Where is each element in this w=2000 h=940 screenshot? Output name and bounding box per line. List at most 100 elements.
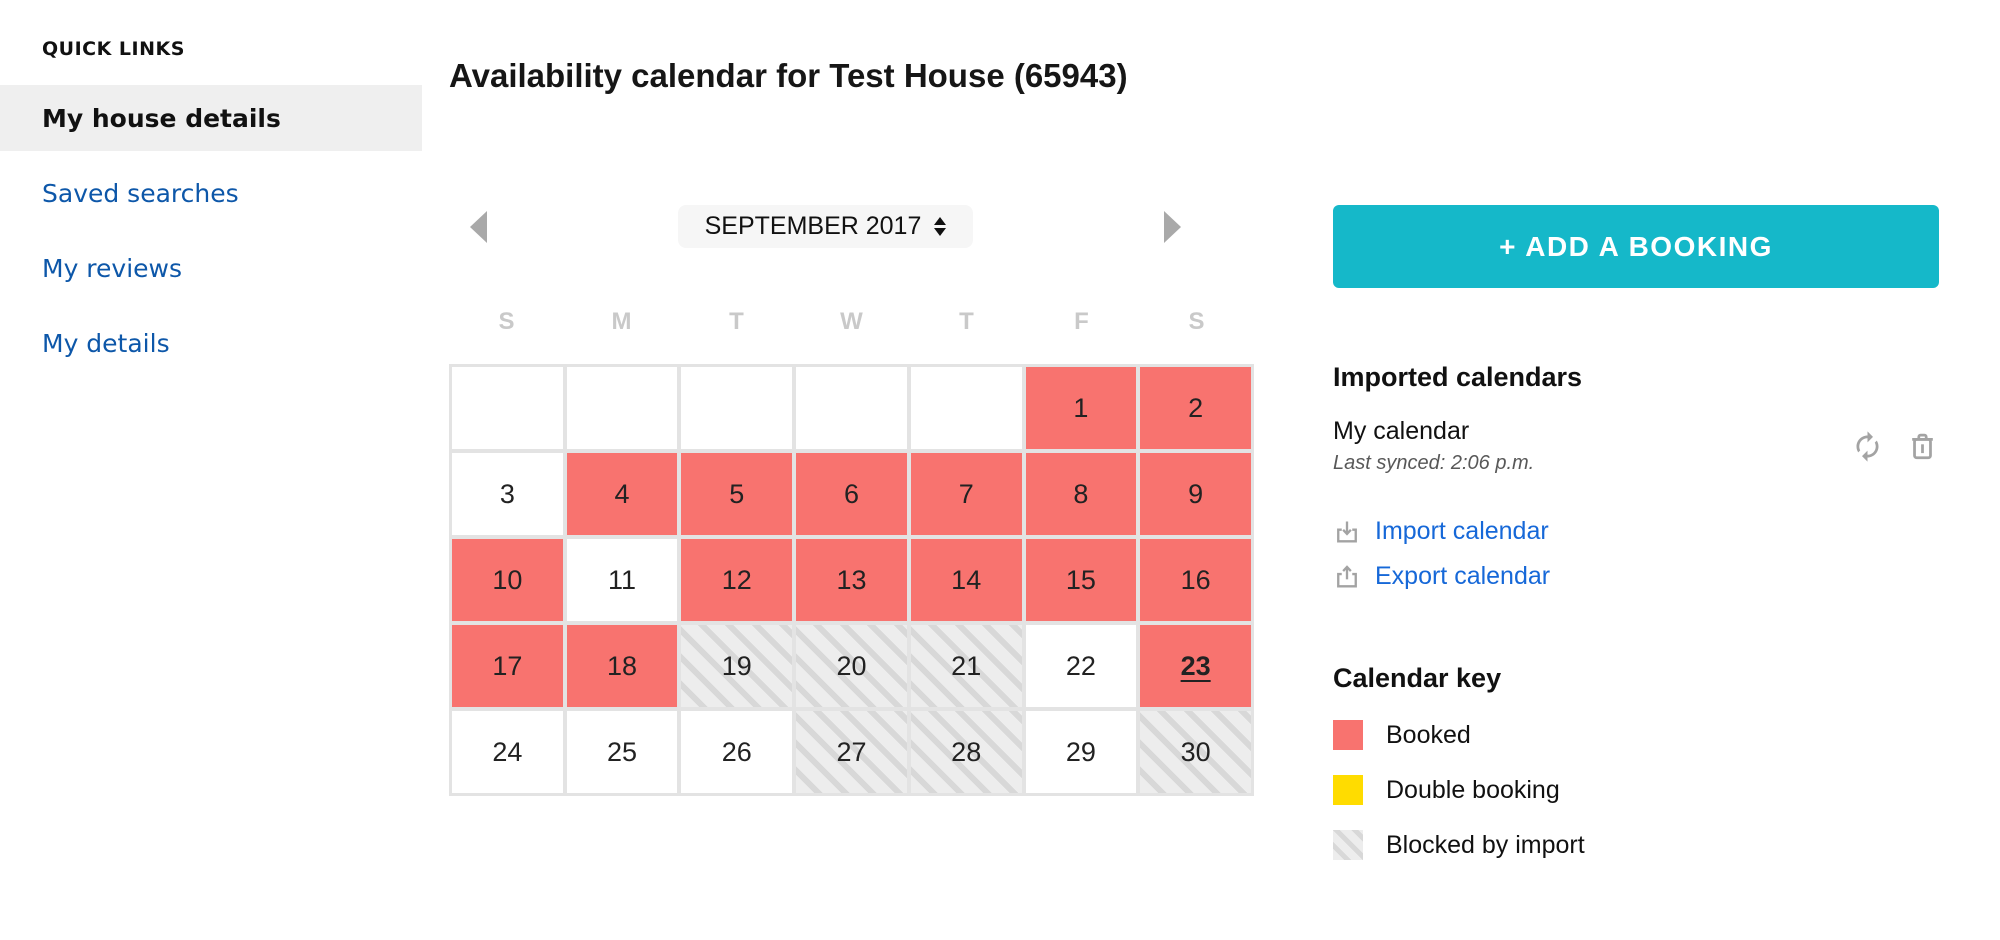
day-number: 22 <box>1065 650 1096 681</box>
calendar-day-8[interactable]: 8 <box>1025 453 1137 535</box>
day-number: 23 <box>1180 650 1211 681</box>
calendar-day-30[interactable]: 30 <box>1140 711 1251 793</box>
export-icon <box>1333 563 1361 591</box>
calendar-day-18[interactable]: 18 <box>566 625 678 707</box>
day-number: 9 <box>1188 478 1204 509</box>
day-header: S <box>1188 308 1205 335</box>
day-number: 19 <box>721 650 752 681</box>
next-month-icon[interactable] <box>1164 210 1181 243</box>
calendar-day-17[interactable]: 17 <box>452 625 563 707</box>
calendar-day-12[interactable]: 12 <box>681 539 793 621</box>
import-icon <box>1333 518 1361 546</box>
imported-calendar-last-synced: Last synced: 2:06 p.m. <box>1333 452 1535 474</box>
day-number: 3 <box>499 478 515 509</box>
calendar-day-26[interactable]: 26 <box>681 711 793 793</box>
calendar-day-22[interactable]: 22 <box>1025 625 1137 707</box>
import-calendar-label: Import calendar <box>1375 517 1549 545</box>
calendar-day-27[interactable]: 27 <box>796 711 907 793</box>
day-number: 17 <box>492 650 523 681</box>
day-header: S <box>498 308 515 335</box>
day-number: 16 <box>1180 564 1211 595</box>
imported-calendars-heading: Imported calendars <box>1333 362 1583 392</box>
sidebar: QUICK LINKS My house details Saved search… <box>0 0 422 885</box>
calendar-day-25[interactable]: 25 <box>566 711 678 793</box>
calendar-day-20[interactable]: 20 <box>796 625 907 707</box>
key-label: Double booking <box>1386 775 1560 804</box>
sync-icon[interactable] <box>1851 430 1884 463</box>
day-header: W <box>840 308 863 335</box>
calendar-day-1[interactable]: 1 <box>1025 367 1137 449</box>
calendar-day-16[interactable]: 16 <box>1140 539 1251 621</box>
sidebar-item-my-reviews[interactable]: My reviews <box>42 253 183 283</box>
calendar-day-24[interactable]: 24 <box>452 711 563 793</box>
calendar-day-13[interactable]: 13 <box>796 539 907 621</box>
calendar-blank-cell <box>681 367 793 449</box>
page-title: Availability calendar for Test House (65… <box>449 57 1128 94</box>
day-header: M <box>611 308 632 335</box>
main-content: Availability calendar for Test House (65… <box>422 0 2000 885</box>
sidebar-item-saved-searches[interactable]: Saved searches <box>42 178 239 208</box>
calendar-day-23[interactable]: 23 <box>1140 625 1251 707</box>
day-number: 11 <box>608 564 637 595</box>
calendar-day-7[interactable]: 7 <box>910 453 1022 535</box>
key-label: Blocked by import <box>1386 830 1585 859</box>
key-swatch-booked <box>1333 720 1363 750</box>
calendar-day-9[interactable]: 9 <box>1140 453 1251 535</box>
select-spinner-icon <box>934 217 947 236</box>
calendar-io-links: Import calendar Export calendar <box>1333 517 1939 591</box>
calendar-grid: 1 2 3 4 5 6 7 8 9 10 11 12 13 14 15 16 17 18 19 20 21 22 23 24 2… <box>449 364 1254 796</box>
export-calendar-link[interactable]: Export calendar <box>1333 562 1939 591</box>
prev-month-icon[interactable] <box>470 210 487 243</box>
sidebar-items: My house details Saved searches My reviews… <box>0 85 422 376</box>
key-swatch-double <box>1333 775 1363 805</box>
calendar-day-29[interactable]: 29 <box>1025 711 1137 793</box>
calendar-day-6[interactable]: 6 <box>796 453 907 535</box>
day-number: 18 <box>607 650 638 681</box>
import-calendar-link[interactable]: Import calendar <box>1333 517 1939 546</box>
key-swatch-blocked <box>1333 830 1363 860</box>
calendar-day-14[interactable]: 14 <box>910 539 1022 621</box>
day-number: 30 <box>1180 736 1211 767</box>
calendar-day-19[interactable]: 19 <box>681 625 793 707</box>
add-booking-button[interactable]: + ADD A BOOKING <box>1333 205 1939 288</box>
key-item-double: Double booking <box>1333 775 1939 805</box>
day-number: 24 <box>492 736 523 767</box>
imported-calendar-item: My calendar Last synced: 2:06 p.m. <box>1333 417 1939 475</box>
calendar-day-28[interactable]: 28 <box>910 711 1022 793</box>
key-label: Booked <box>1386 720 1471 749</box>
day-number: 20 <box>836 650 867 681</box>
calendar-day-21[interactable]: 21 <box>910 625 1022 707</box>
calendar-key-items: Booked Double booking Blocked by import <box>1333 720 1939 860</box>
calendar-day-4[interactable]: 4 <box>566 453 678 535</box>
trash-icon[interactable] <box>1906 430 1939 463</box>
calendar-blank-cell <box>910 367 1022 449</box>
sidebar-item-my-house-details[interactable]: My house details <box>0 85 422 151</box>
calendar-day-10[interactable]: 10 <box>452 539 563 621</box>
day-header: T <box>729 308 744 335</box>
calendar-day-11[interactable]: 11 <box>566 539 678 621</box>
imported-calendar-name: My calendar <box>1333 417 1470 445</box>
right-panel: + ADD A BOOKING Imported calendars My ca… <box>1333 205 1939 885</box>
calendar-day-3[interactable]: 3 <box>452 453 563 535</box>
day-number: 12 <box>721 564 752 595</box>
month-select-label: SEPTEMBER 2017 <box>704 212 922 240</box>
calendar-blank-cell <box>566 367 678 449</box>
calendar-blank-cell <box>452 367 563 449</box>
calendar-day-15[interactable]: 15 <box>1025 539 1137 621</box>
day-number: 25 <box>607 736 638 767</box>
key-item-blocked: Blocked by import <box>1333 830 1939 860</box>
day-number: 28 <box>951 736 982 767</box>
day-number: 8 <box>1073 478 1089 509</box>
calendar-day-5[interactable]: 5 <box>681 453 793 535</box>
day-header: F <box>1074 308 1089 335</box>
calendar-day-2[interactable]: 2 <box>1140 367 1251 449</box>
day-number: 5 <box>729 478 745 509</box>
imported-calendar-actions <box>1851 430 1939 463</box>
sidebar-item-my-details[interactable]: My details <box>42 328 170 358</box>
imported-calendar-info: My calendar Last synced: 2:06 p.m. <box>1333 417 1534 475</box>
month-select[interactable]: SEPTEMBER 2017 <box>678 205 973 248</box>
day-number: 15 <box>1065 564 1096 595</box>
calendar-nav: SEPTEMBER 2017 <box>449 205 1254 248</box>
